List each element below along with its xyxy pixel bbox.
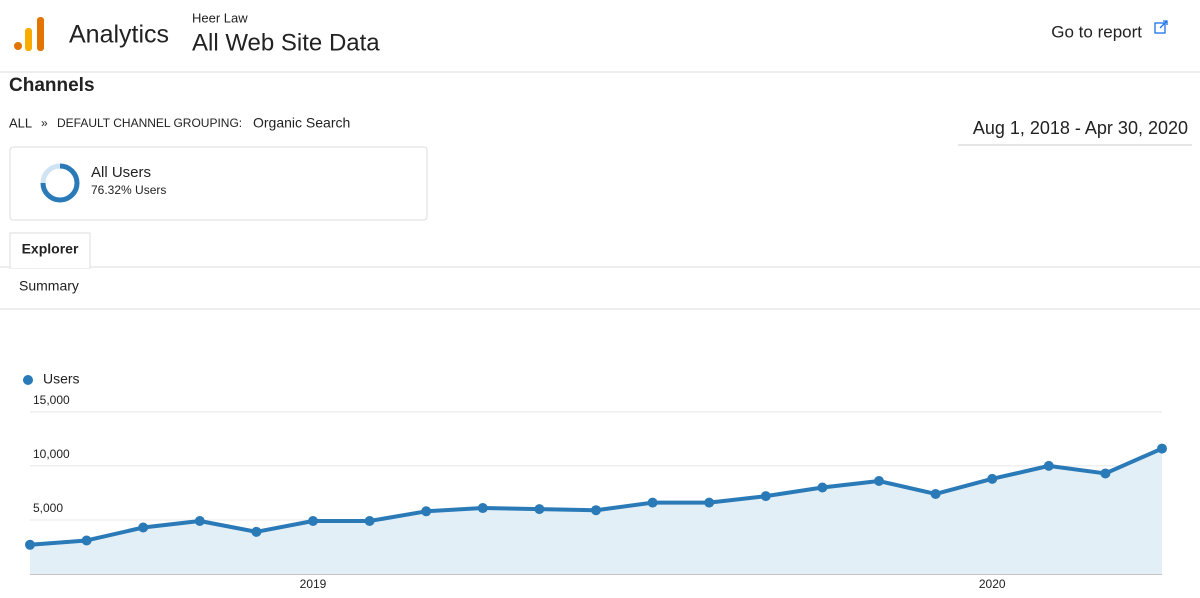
point <box>194 516 205 527</box>
logo <box>14 17 44 51</box>
section-title: Channels <box>9 75 95 96</box>
point <box>874 476 884 487</box>
point <box>647 497 658 508</box>
point <box>251 526 262 537</box>
x-tick-label: 2019 <box>300 577 327 591</box>
point <box>987 473 998 484</box>
point <box>308 516 318 527</box>
segment-card[interactable] <box>9 146 428 221</box>
date-range[interactable]: Aug 1, 2018 - Apr 30, 2020 <box>973 118 1188 138</box>
segment-share: 76.32% Users <box>91 183 166 197</box>
point <box>760 491 771 502</box>
breadcrumb-root[interactable]: ALL <box>9 115 32 130</box>
segment-ring <box>40 163 80 203</box>
account-name: Heer Law <box>192 10 248 25</box>
point <box>704 497 715 508</box>
point <box>25 539 35 550</box>
go-to-report[interactable]: Go to report <box>1051 22 1142 41</box>
point <box>477 503 488 514</box>
x-tick-label: 2020 <box>979 577 1006 591</box>
subtab[interactable]: Summary <box>19 278 79 294</box>
legend-marker <box>23 375 33 385</box>
point <box>1157 443 1167 454</box>
tab[interactable] <box>9 232 91 269</box>
point <box>138 522 149 533</box>
point <box>930 488 941 499</box>
point <box>421 506 432 517</box>
point <box>364 516 375 527</box>
point <box>81 535 92 546</box>
segment-name: All Users <box>91 164 151 181</box>
breadcrumb-separator: » <box>41 116 48 130</box>
product-name: Analytics <box>69 21 169 49</box>
tab-label[interactable]: Explorer <box>22 241 79 257</box>
y-tick-label: 5,000 <box>33 501 63 515</box>
y-tick-label: 15,000 <box>33 393 70 407</box>
point <box>817 482 828 493</box>
point <box>534 504 545 515</box>
breadcrumb-dimension: DEFAULT CHANNEL GROUPING: <box>57 116 242 130</box>
breadcrumb-value: Organic Search <box>253 115 350 131</box>
point <box>1100 468 1111 479</box>
y-tick-label: 10,000 <box>33 447 70 461</box>
point <box>591 505 601 516</box>
external-icon <box>1154 20 1168 34</box>
point <box>1043 460 1054 471</box>
property-name[interactable]: All Web Site Data <box>192 29 380 56</box>
legend-label: Users <box>43 371 80 387</box>
